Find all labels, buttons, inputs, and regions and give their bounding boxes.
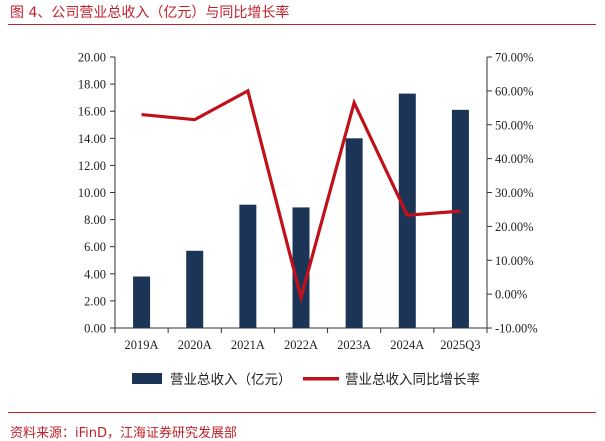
source-note: 资料来源：iFinD，江海证券研究发展部 — [10, 426, 238, 441]
left-tick-label: 16.00 — [78, 105, 106, 119]
x-tick-label: 2022A — [284, 338, 318, 352]
left-tick-label: 2.00 — [84, 294, 106, 308]
source-rule — [8, 412, 596, 413]
right-axis: -10.00% 0.00% 10.00% 20.00% 30.00% 40.00% 50.0… — [486, 51, 538, 336]
x-axis: 2019A 2020A 2021A 2022A 2023A 2024A 2025Q3 — [114, 327, 488, 352]
figure-title: 图 4、公司营业总收入（亿元）与同比增长率 — [10, 5, 290, 21]
left-tick-label: 14.00 — [78, 132, 106, 146]
legend: 营业总收入（亿元） 营业总收入同比增长率 — [132, 371, 480, 388]
bar-series — [133, 93, 469, 329]
revenue-bar-2021A — [239, 204, 257, 328]
x-tick-label: 2019A — [125, 338, 159, 352]
x-tick-label: 2023A — [337, 338, 371, 352]
chart: 0.00 2.00 4.00 6.00 8.00 10.00 12.00 14.00 16.00… — [78, 51, 538, 389]
right-tick-label: -10.00% — [495, 322, 538, 336]
left-tick-label: 12.00 — [78, 159, 106, 173]
x-tick-label: 2025Q3 — [440, 338, 480, 352]
right-tick-label: 60.00% — [495, 84, 534, 98]
left-tick-label: 20.00 — [78, 51, 106, 65]
x-tick-label: 2021A — [231, 338, 265, 352]
right-tick-label: 70.00% — [495, 51, 534, 65]
legend-line-swatch — [303, 377, 339, 381]
left-tick-label: 6.00 — [84, 240, 106, 254]
right-tick-label: 50.00% — [495, 118, 534, 132]
left-tick-label: 4.00 — [84, 267, 106, 281]
right-tick-label: 30.00% — [495, 186, 534, 200]
left-tick-label: 10.00 — [78, 186, 106, 200]
right-tick-label: 10.00% — [495, 254, 534, 268]
right-tick-label: 40.00% — [495, 152, 534, 166]
revenue-bar-2025Q3 — [451, 109, 469, 328]
left-axis: 0.00 2.00 4.00 6.00 8.00 10.00 12.00 14.00 16.00… — [78, 51, 116, 336]
left-tick-label: 8.00 — [84, 213, 106, 227]
legend-bar-swatch — [132, 373, 162, 384]
left-tick-label: 0.00 — [84, 322, 106, 336]
growth-rate-line — [141, 88, 461, 304]
right-tick-label: 20.00% — [495, 220, 534, 234]
title-rule — [8, 24, 596, 25]
legend-line-label: 营业总收入同比增长率 — [345, 371, 480, 388]
legend-bar-label: 营业总收入（亿元） — [170, 372, 292, 388]
revenue-bar-2022A — [292, 207, 310, 328]
right-tick-label: 0.00% — [495, 288, 527, 302]
line-series — [141, 88, 461, 304]
left-tick-label: 18.00 — [78, 78, 106, 92]
x-tick-label: 2024A — [390, 338, 424, 352]
x-tick-label: 2020A — [178, 338, 212, 352]
revenue-bar-2019A — [133, 276, 151, 328]
revenue-bar-2024A — [398, 93, 416, 329]
revenue-bar-2020A — [186, 250, 204, 328]
revenue-bar-2023A — [345, 138, 363, 328]
